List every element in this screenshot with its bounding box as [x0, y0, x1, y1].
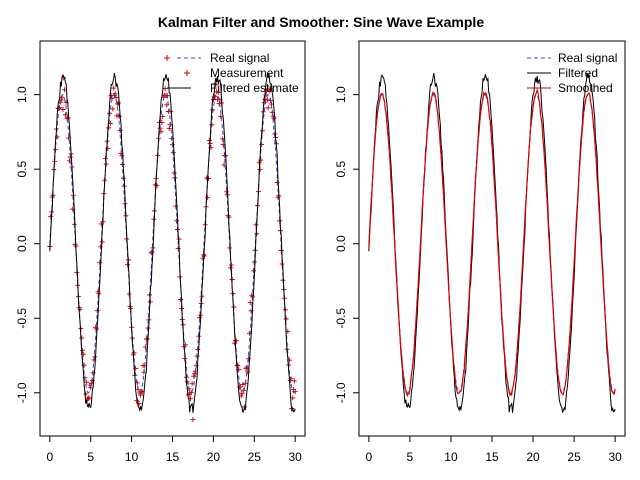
measurement-point	[283, 316, 289, 322]
y-tick-label: 0.5	[334, 161, 348, 178]
measurement-point	[264, 97, 270, 103]
measurement-point	[60, 107, 66, 113]
measurement-point	[160, 114, 166, 120]
legend-label: Real signal	[558, 51, 617, 65]
measurement-point	[215, 89, 221, 95]
measurement-point	[240, 381, 246, 387]
filtered-estimate-line	[49, 72, 296, 413]
y-tick-label: -1.0	[15, 382, 29, 403]
real-signal-line	[49, 93, 296, 394]
measurement-point	[166, 126, 172, 132]
measurement-point	[126, 291, 132, 297]
legend-label: Measurement	[210, 66, 284, 80]
measurement-point	[178, 297, 184, 303]
measurement-point	[205, 195, 211, 201]
y-tick-label: -0.5	[334, 308, 348, 329]
x-tick-label: 0	[366, 450, 373, 464]
legend-label: Smoothed	[558, 81, 613, 95]
x-tick-label: 25	[248, 450, 262, 464]
measurement-point	[85, 396, 91, 402]
measurement-point	[265, 105, 271, 111]
measurement-point	[292, 389, 298, 395]
y-tick-label: 0.5	[15, 161, 29, 178]
y-tick-label: 0.0	[15, 235, 29, 252]
chart-title: Kalman Filter and Smoother: Sine Wave Ex…	[158, 14, 484, 30]
measurement-point	[221, 162, 227, 168]
x-tick-label: 15	[166, 450, 180, 464]
measurement-point	[113, 94, 119, 100]
measurement-point	[116, 113, 122, 119]
measurement-point	[291, 378, 297, 384]
measurement-point	[205, 176, 211, 182]
measurement-point	[159, 119, 165, 125]
x-tick-label: 20	[207, 450, 221, 464]
x-tick-label: 20	[526, 450, 540, 464]
plot-area	[368, 72, 616, 413]
measurement-point	[83, 391, 89, 397]
measurement-point	[110, 106, 116, 112]
x-tick-label: 30	[289, 450, 303, 464]
measurement-point	[84, 379, 90, 385]
measurement-point	[162, 86, 168, 92]
x-tick-label: 0	[46, 450, 53, 464]
measurement-point	[79, 335, 85, 341]
x-tick-label: 15	[485, 450, 499, 464]
legend-label: Filtered estimate	[210, 81, 299, 95]
measurement-point	[184, 379, 190, 385]
filtered-line	[368, 72, 616, 413]
y-tick-label: 1.0	[15, 86, 29, 103]
measurement-point	[241, 387, 247, 393]
measurement-point	[111, 85, 117, 91]
plot-area	[47, 72, 298, 422]
measurement-point	[134, 398, 140, 404]
x-tick-label: 5	[407, 450, 414, 464]
x-tick-label: 30	[608, 450, 622, 464]
x-tick-label: 25	[567, 450, 581, 464]
x-tick-label: 5	[87, 450, 94, 464]
y-tick-label: 1.0	[334, 86, 348, 103]
measurement-point	[206, 138, 212, 144]
measurement-point	[262, 96, 268, 102]
y-tick-label: 0.0	[334, 235, 348, 252]
measurement-point	[173, 203, 179, 209]
y-tick-label: -1.0	[334, 382, 348, 403]
measurement-point	[213, 82, 219, 88]
measurement-point	[92, 354, 98, 360]
measurement-point	[86, 395, 92, 401]
measurement-point	[188, 390, 194, 396]
measurement-point	[218, 114, 224, 120]
measurement-point	[267, 88, 273, 94]
x-tick-label: 10	[444, 450, 458, 464]
y-tick-label: -0.5	[15, 308, 29, 329]
measurement-point	[192, 371, 198, 377]
measurement-point	[190, 416, 196, 422]
legend-measurement-marker	[184, 70, 190, 76]
measurement-point	[48, 213, 54, 219]
measurement-point	[77, 306, 83, 312]
right-panel: 0 5 10 15 20 25 30 -1.0 -0.5 0.0 0.5 1.0 Real signal…	[334, 40, 626, 464]
legend-label: Filtered	[558, 66, 598, 80]
legend-measurement-marker-top	[164, 55, 170, 61]
smoothed-line	[368, 88, 616, 398]
left-panel: 0 5 10 15 20 25 30 -1.0 -0.5 0.0 0.5 1.0 Real signal…	[15, 40, 306, 464]
measurement-point	[245, 369, 251, 375]
measurement-point	[219, 136, 225, 142]
x-tick-label: 10	[125, 450, 139, 464]
measurement-point	[271, 115, 277, 121]
legend-label: Real signal	[210, 51, 269, 65]
measurement-point	[138, 392, 144, 398]
measurement-point	[247, 300, 253, 306]
